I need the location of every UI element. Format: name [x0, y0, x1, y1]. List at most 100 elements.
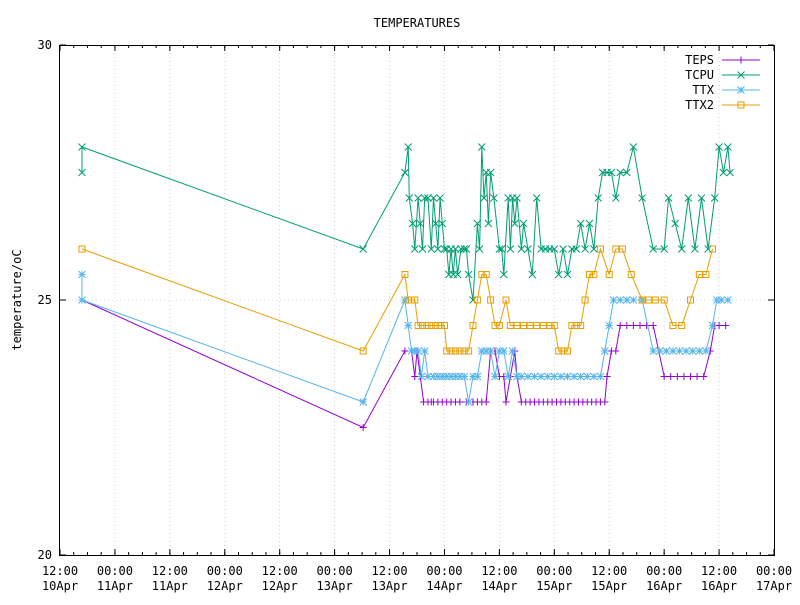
data-point [532, 194, 541, 202]
data-point [600, 347, 609, 355]
data-point [645, 296, 653, 304]
data-point [429, 194, 438, 202]
data-point [695, 271, 703, 278]
chart-title: TEMPERATURES [374, 16, 461, 30]
data-point [401, 168, 409, 177]
data-point [513, 322, 521, 329]
data-point [482, 271, 490, 278]
data-point [436, 194, 444, 202]
x-tick-label-time: 00:00 [426, 564, 462, 578]
data-point [359, 245, 368, 253]
legend-marker [737, 56, 745, 64]
data-point [680, 373, 688, 380]
data-point [616, 322, 624, 329]
data-point [605, 321, 614, 330]
data-point [609, 296, 618, 304]
data-point [78, 168, 86, 177]
data-point [78, 143, 86, 151]
data-point [700, 373, 708, 380]
data-point [473, 296, 481, 304]
data-point [596, 245, 604, 253]
data-point [627, 271, 635, 278]
data-point [726, 168, 734, 177]
legend-entry-tcpu: TCPU [685, 68, 760, 82]
x-tick-label-date: 13Apr [371, 579, 407, 593]
data-point [401, 347, 409, 355]
data-point [508, 347, 517, 355]
data-point [636, 322, 644, 329]
data-point [697, 194, 706, 202]
data-point [526, 322, 534, 329]
data-point [572, 245, 581, 253]
data-point [708, 321, 717, 330]
data-point [443, 347, 451, 355]
data-point [669, 322, 677, 329]
data-point [418, 322, 426, 329]
legend-label: TTX2 [685, 98, 714, 112]
data-point [78, 296, 86, 304]
y-tick-label: 25 [38, 293, 52, 307]
data-point [715, 322, 723, 329]
data-point [722, 322, 730, 329]
data-point [669, 347, 677, 355]
data-point [416, 219, 425, 228]
data-point [651, 296, 659, 304]
data-point [568, 322, 576, 329]
data-point [671, 219, 679, 228]
data-point [678, 322, 686, 329]
data-point [687, 296, 695, 304]
data-point [673, 373, 681, 380]
x-tick-label-date: 16Apr [646, 579, 682, 593]
data-point [486, 347, 495, 355]
data-point [649, 322, 657, 329]
data-point [359, 347, 367, 355]
x-tick-label-time: 12:00 [371, 564, 407, 578]
x-tick-label-date: 10Apr [42, 579, 78, 593]
data-point [484, 219, 493, 228]
x-tick-label-date: 12Apr [262, 579, 298, 593]
data-point [359, 398, 368, 406]
data-point [675, 347, 684, 355]
data-point [411, 296, 419, 304]
data-point [519, 219, 528, 228]
data-point [677, 245, 686, 253]
x-tick-label-date: 16Apr [701, 579, 737, 593]
data-point [576, 372, 585, 381]
data-point [420, 347, 429, 355]
x-tick-label-time: 00:00 [207, 564, 243, 578]
data-point [585, 219, 594, 228]
data-point [414, 322, 422, 329]
data-point [563, 372, 572, 381]
data-point [594, 194, 603, 202]
data-point [497, 245, 506, 253]
data-point [543, 372, 552, 381]
series-ttx [78, 270, 732, 406]
data-point [724, 296, 732, 304]
data-point [693, 373, 701, 380]
data-point [715, 143, 723, 151]
data-point [417, 372, 426, 381]
series-ttx2 [78, 245, 716, 355]
data-point [408, 219, 417, 228]
data-point [577, 322, 585, 329]
data-point [462, 245, 471, 253]
data-point [581, 296, 589, 304]
data-point [643, 322, 651, 329]
y-tick-label: 30 [38, 38, 52, 52]
x-tick-label-date: 14Apr [426, 579, 462, 593]
data-point [414, 194, 422, 202]
legend-label: TTX [692, 83, 714, 97]
data-point [469, 296, 477, 304]
data-point [456, 347, 464, 355]
data-point [78, 245, 86, 253]
data-point [708, 245, 716, 253]
data-point [491, 322, 499, 329]
legend-label: TCPU [685, 68, 714, 82]
data-point [539, 322, 547, 329]
data-point [555, 347, 563, 355]
data-point [502, 296, 510, 304]
x-tick-label-date: 15Apr [591, 579, 627, 593]
data-point [559, 347, 567, 355]
x-tick-label-time: 12:00 [591, 564, 627, 578]
data-point [660, 296, 668, 304]
